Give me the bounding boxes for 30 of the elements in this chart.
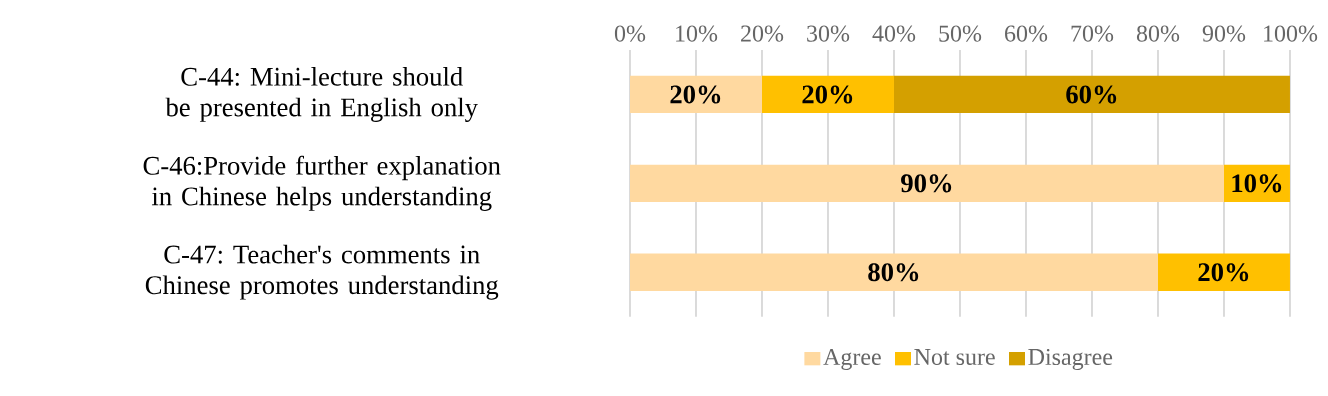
x-tick-label: 30% xyxy=(807,25,850,42)
x-tick-label: 90% xyxy=(1202,25,1246,42)
legend-label: Not sure xyxy=(914,349,995,365)
bar xyxy=(1157,253,1290,291)
bar xyxy=(893,75,1290,114)
bar xyxy=(630,253,1158,291)
data-label: 80% xyxy=(868,263,919,282)
x-tick-label: 50% xyxy=(939,25,982,42)
data-label: 60% xyxy=(1066,85,1117,104)
data-label: 20% xyxy=(1198,263,1249,282)
bar xyxy=(762,75,894,114)
y-tick-label: C-44: Mini-lecture should be presented in English only xyxy=(165,66,478,122)
y-tick-label: C-47: Teacher's comments in Chinese promotes understanding xyxy=(145,244,499,300)
data-label: 20% xyxy=(670,85,721,104)
data-label: 10% xyxy=(1232,174,1282,193)
x-tick-label: 70% xyxy=(1071,25,1114,42)
legend-label: Disagree xyxy=(1028,348,1113,371)
bar xyxy=(630,75,762,114)
bar xyxy=(630,164,1224,202)
y-tick-label: C-46:Provide further explanation in Chinese helps understanding xyxy=(143,155,501,211)
legend-label: Agree xyxy=(823,348,881,370)
x-tick-label: 20% xyxy=(741,25,784,42)
x-tick-label: 80% xyxy=(1136,25,1180,42)
x-tick-label: 0% xyxy=(614,25,646,42)
x-tick-label: 40% xyxy=(872,25,916,42)
x-tick-label: 100% xyxy=(1264,25,1318,42)
data-label: 90% xyxy=(901,174,952,193)
x-tick-label: 60% xyxy=(1005,25,1048,42)
x-tick-label: 10% xyxy=(676,25,718,42)
data-label: 20% xyxy=(802,85,853,104)
